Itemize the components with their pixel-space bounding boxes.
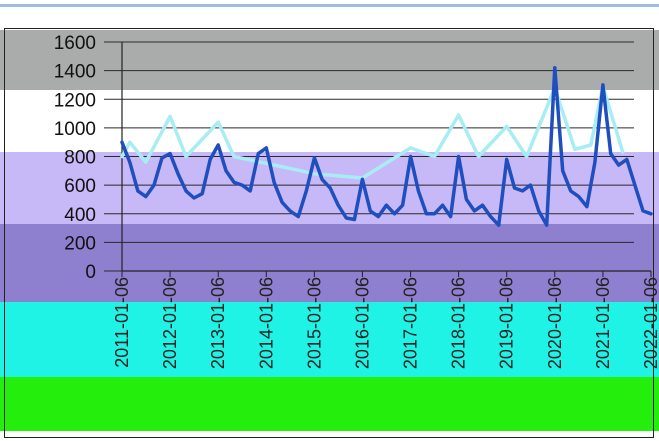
y-tick-label: 200 bbox=[64, 233, 96, 254]
series-line bbox=[120, 84, 625, 180]
purple-band bbox=[0, 224, 659, 302]
y-tick-label: 1400 bbox=[54, 62, 96, 83]
x-tick-label: 2011-01-06 bbox=[112, 277, 132, 368]
y-tick-label: 1000 bbox=[54, 119, 96, 140]
x-tick-label: 2017-01-06 bbox=[401, 277, 421, 369]
gray-band bbox=[0, 30, 659, 90]
x-tick-label: 2018-01-06 bbox=[449, 277, 469, 369]
green-band bbox=[0, 377, 659, 431]
series-lines bbox=[120, 66, 653, 227]
cyan-band bbox=[0, 302, 659, 377]
y-tick-label: 400 bbox=[64, 205, 96, 226]
x-tick-label: 2021-01-06 bbox=[593, 277, 613, 369]
y-tick-label: 600 bbox=[64, 176, 96, 197]
x-tick-label: 2019-01-06 bbox=[497, 277, 517, 369]
x-tick-label: 2020-01-06 bbox=[545, 277, 565, 369]
x-axis: 2011-01-06 2012-01-06 2013-01-06 2014-01-06… bbox=[112, 270, 659, 369]
y-tick-label: 0 bbox=[85, 262, 96, 283]
y-tick-label: 800 bbox=[64, 148, 96, 169]
x-tick-label: 2013-01-06 bbox=[208, 277, 228, 369]
x-tick-label: 2022-01-06 bbox=[641, 277, 659, 369]
y-tick-label: 1600 bbox=[54, 33, 96, 54]
series-line bbox=[120, 66, 653, 227]
top-rule bbox=[0, 4, 659, 7]
y-axis: 0 200 400 600 800 1000 1200 1400 1600 bbox=[54, 33, 123, 283]
x-tick-label: 2016-01-06 bbox=[352, 277, 372, 369]
x-tick-label: 2012-01-06 bbox=[160, 277, 180, 369]
y-tick-label: 1200 bbox=[54, 90, 96, 111]
x-tick-label: 2015-01-06 bbox=[304, 277, 324, 369]
x-tick-label: 2014-01-06 bbox=[256, 277, 276, 369]
